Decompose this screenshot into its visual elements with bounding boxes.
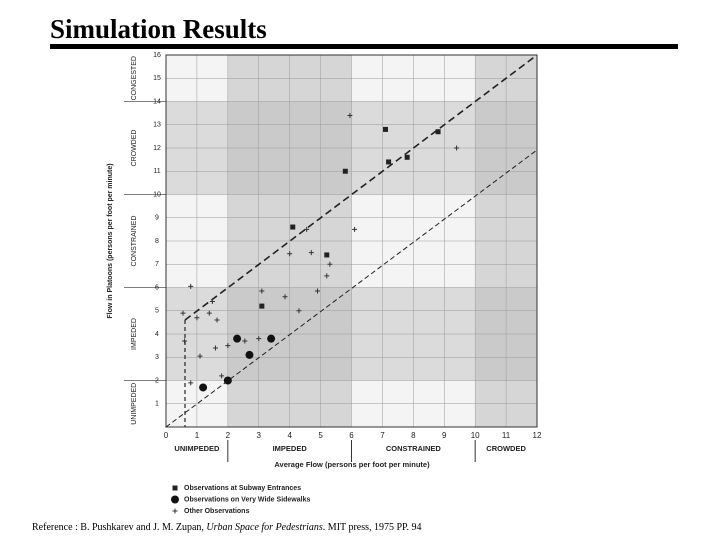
y-tick-label: 12 [153,145,161,152]
x-zone-label: CROWDED [486,444,526,453]
y-tick-label: 11 [153,168,160,175]
data-point [242,338,248,344]
x-tick-label: 7 [380,431,385,440]
data-point [324,273,330,279]
legend-marker [172,508,178,514]
data-point [259,303,265,309]
reference-prefix: Reference : B. Pushkarev and J. M. Zupan… [32,522,206,533]
plot: UNIMPEDED IMPEDED CONSTRAINED CROWDED UNIMPE… [107,52,542,515]
x-tick-label: 11 [502,431,511,440]
y-zone-label: CROWDED [131,130,138,167]
data-point [314,288,320,294]
y-tick-label: 2 [155,377,159,384]
slide-title: Simulation Results [50,14,267,44]
x-zone-label: IMPEDED [273,444,308,453]
data-point [454,145,460,151]
data-point [214,317,220,323]
y-zone-label: UNIMPEDED [131,383,138,425]
data-point [180,310,186,316]
y-tick-label: 1 [155,401,159,408]
data-point [290,224,296,230]
legend-label: Observations at Subway Entrances [184,485,301,492]
y-tick-label: 8 [155,238,159,245]
x-tick-label: 10 [471,431,480,440]
data-point [435,129,441,135]
y-tick-label: 15 [153,75,161,82]
data-point [182,338,188,344]
plot-frame [165,54,538,428]
data-point [188,283,194,289]
y-tick-label: 10 [153,191,161,198]
data-point [282,294,288,300]
y-tick-label: 16 [153,52,161,59]
y-zone-label: CONGESTED [131,56,138,100]
x-tick-label: 0 [164,431,169,440]
x-tick-label: 8 [411,431,416,440]
data-point [308,250,314,256]
data-point [386,159,392,165]
reference-suffix: . MIT press, 1975 PP. 94 [323,522,422,533]
data-point [259,288,265,294]
y-tick-label: 3 [155,354,159,361]
data-point [225,343,231,349]
legend-marker [172,485,178,491]
data-point [352,226,358,232]
y-zone-label: CONSTRAINED [131,216,138,267]
data-point [304,226,310,232]
reference-book: Urban Space for Pedestrians [206,522,322,533]
x-zone-label: CONSTRAINED [386,444,442,453]
y-tick-label: 7 [155,261,159,268]
x-tick-label: 2 [226,431,231,440]
data-point [324,252,330,258]
data-point [404,154,410,160]
x-tick-label: 5 [318,431,323,440]
y-tick-label: 5 [155,308,159,315]
x-tick-label: 1 [195,431,200,440]
x-tick-label: 4 [287,431,292,440]
data-point [342,168,348,174]
data-point [206,310,212,316]
data-point [256,336,262,342]
y-tick-label: 9 [155,215,159,222]
data-point [267,334,276,343]
data-point [296,308,302,314]
data-point [209,298,215,304]
x-tick-label: 6 [349,431,354,440]
data-point [188,380,194,386]
y-zone-label: IMPEDED [131,318,138,350]
reference-line [184,54,538,321]
data-point [383,126,389,132]
data-point [233,334,242,343]
data-point [219,373,225,379]
x-zone-label: UNIMPEDED [174,444,220,453]
y-tick-label: 14 [153,98,161,105]
data-point [199,383,208,392]
y-tick-label: 13 [153,122,161,129]
data-point [327,261,333,267]
data-point [223,376,232,385]
y-axis-label: Flow in Platoons (persons per foot per m… [107,163,114,318]
reference-line [165,149,538,428]
legend-label: Other Observations [184,508,249,515]
reference: Reference : B. Pushkarev and J. M. Zupan… [32,522,422,533]
data-point [212,345,218,351]
data-point [347,112,353,118]
legend-label: Observations on Very Wide Sidewalks [184,496,310,503]
y-tick-label: 6 [155,284,159,291]
x-tick-label: 12 [533,431,542,440]
title-rule [50,44,678,49]
legend-marker [171,495,179,504]
x-tick-label: 3 [257,431,262,440]
data-point [245,350,254,359]
x-tick-label: 9 [442,431,447,440]
data-point [194,315,200,321]
x-axis-label: Average Flow (persons per foot per minut… [274,460,430,469]
data-point [287,251,293,257]
y-tick-label: 4 [155,331,159,338]
data-point [197,353,203,359]
